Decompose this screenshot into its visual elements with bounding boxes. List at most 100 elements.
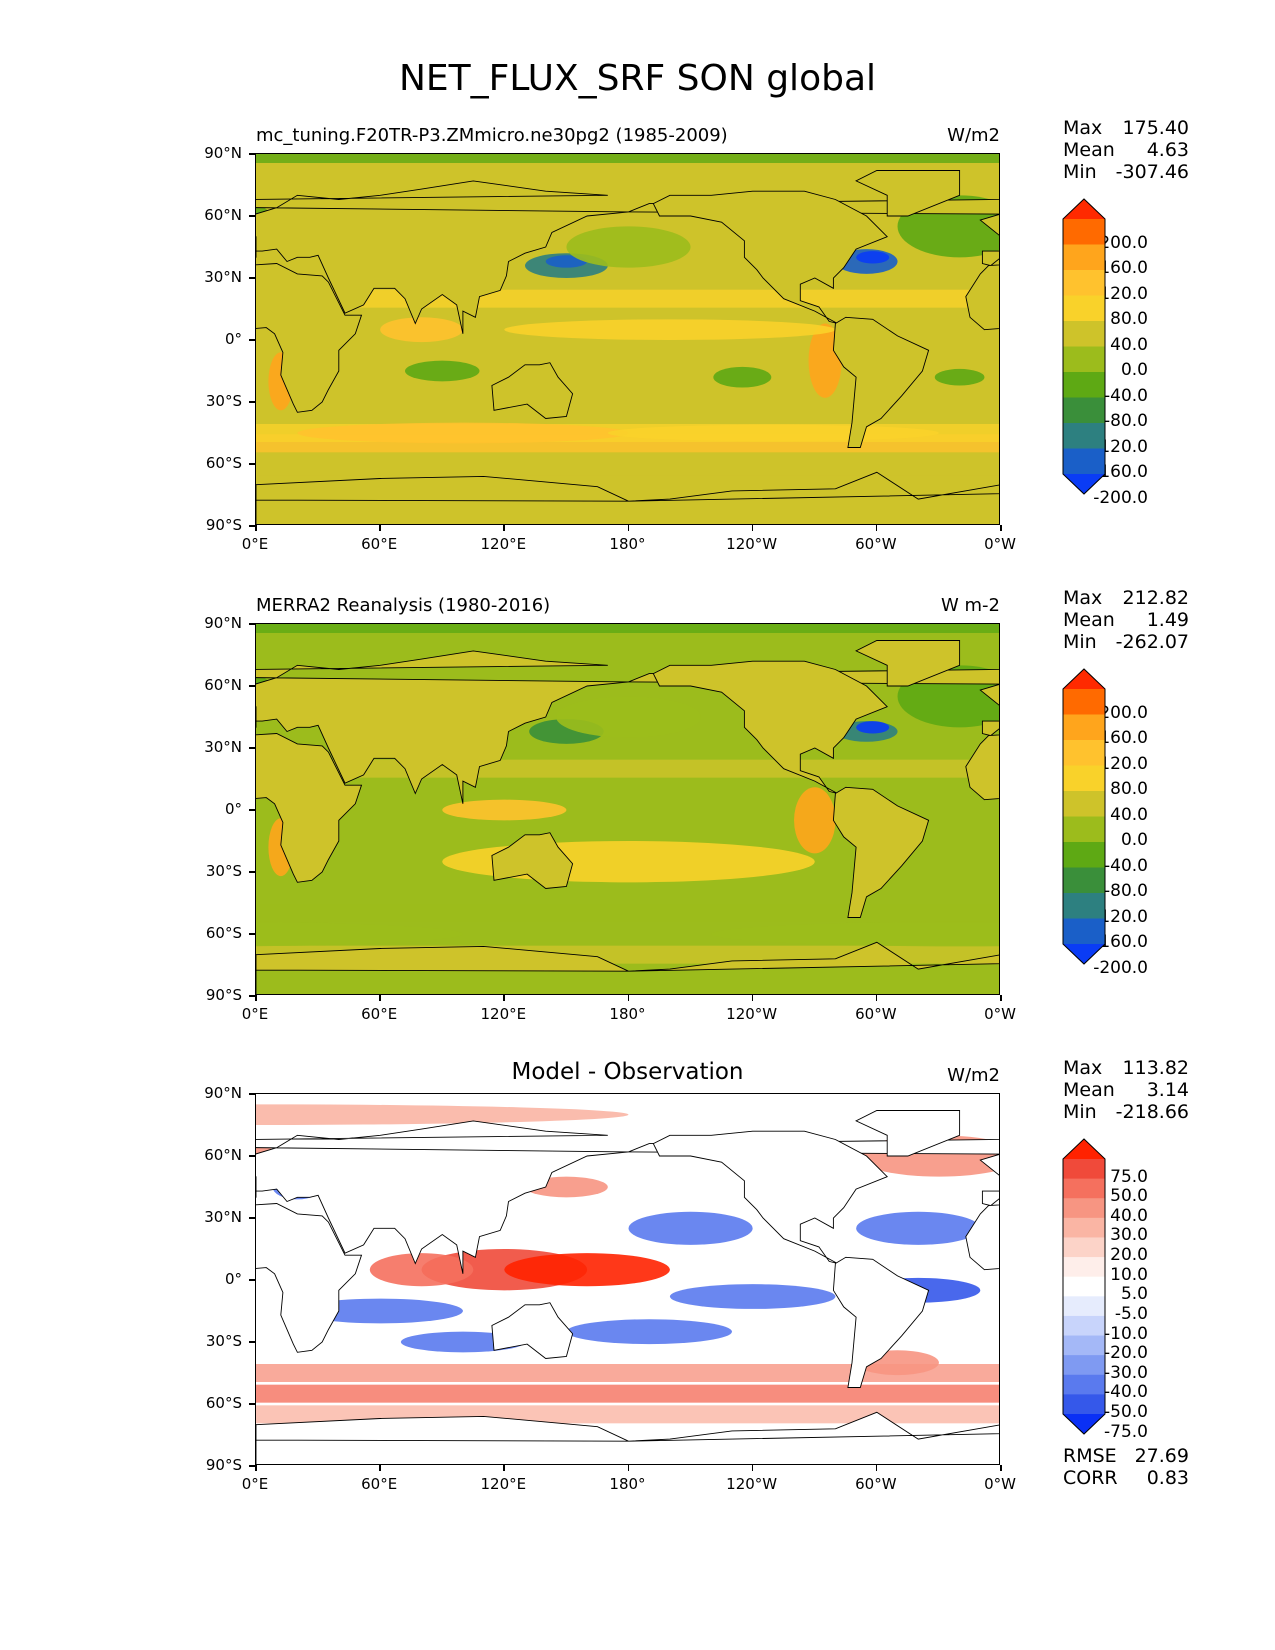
stat-value: 27.69 xyxy=(1134,1445,1189,1467)
lat-tick-label: 60°S xyxy=(205,454,242,472)
colorbar-label: 80.0 xyxy=(1110,779,1148,799)
lon-tick xyxy=(627,525,629,531)
lat-tick xyxy=(249,339,255,341)
lon-tick xyxy=(379,995,381,1001)
colorbar-label: 10.0 xyxy=(1110,1264,1148,1285)
lat-tick-label: 90°S xyxy=(205,1456,242,1474)
panel-units: W/m2 xyxy=(947,125,1000,146)
stat-row: RMSE 27.69 xyxy=(1063,1445,1189,1467)
coastline xyxy=(256,1120,629,1274)
stat-label: Mean xyxy=(1063,609,1115,631)
stat-label: Min xyxy=(1063,631,1097,653)
stat-row: Mean 1.49 xyxy=(1063,609,1189,631)
lat-tick-label: 30°S xyxy=(205,1332,242,1350)
lon-tick-label: 60°E xyxy=(361,1475,398,1493)
lat-tick-label: 60°S xyxy=(205,1394,242,1412)
lat-tick xyxy=(249,1217,255,1219)
coastline xyxy=(832,316,930,448)
colorbar-segment xyxy=(1063,867,1105,894)
colorbar-label: 160.0 xyxy=(1099,728,1148,748)
panel-units: W m-2 xyxy=(940,595,1000,616)
colorbar-label: -200.0 xyxy=(1093,957,1148,978)
colorbar-segment xyxy=(1063,244,1105,271)
colorbar-segment xyxy=(1063,448,1105,475)
lon-tick-label: 180° xyxy=(609,1475,646,1493)
colorbar-label: -120.0 xyxy=(1093,436,1148,457)
map-field-obs xyxy=(256,624,999,994)
colorbar-label: -80.0 xyxy=(1104,881,1148,901)
colorbar-outline xyxy=(1062,668,1106,965)
colorbar-extend-bottom xyxy=(1063,944,1105,964)
colorbar-segment xyxy=(1063,1355,1105,1376)
colorbar-diff xyxy=(1062,1138,1106,1435)
lat-tick-label: 0° xyxy=(224,330,242,348)
lat-tick xyxy=(249,525,255,527)
panel-stats: Max 212.82 Mean 1.49 Min -262.07 xyxy=(1063,587,1189,653)
lat-tick-label: 90°N xyxy=(204,144,242,162)
colorbar-label: -40.0 xyxy=(1104,855,1148,876)
colorbar-label: 20.0 xyxy=(1110,1245,1148,1266)
lat-tick-label: 30°S xyxy=(205,392,242,410)
lat-tick-label: 60°N xyxy=(204,206,242,224)
lat-tick xyxy=(249,1093,255,1095)
coastline xyxy=(832,1256,930,1388)
stat-label: Max xyxy=(1063,1057,1103,1079)
coastline xyxy=(491,1302,574,1359)
lat-tick-label: 90°S xyxy=(205,516,242,534)
colorbar-extend-top xyxy=(1063,1139,1105,1159)
lon-tick-label: 60°E xyxy=(361,535,398,553)
colorbar-label: 40.0 xyxy=(1110,1205,1148,1226)
lon-tick-label: 60°W xyxy=(855,1475,897,1493)
coastline xyxy=(256,475,629,524)
stat-value: 175.40 xyxy=(1122,117,1189,139)
lon-tick-label: 180° xyxy=(609,535,646,553)
lat-tick-label: 30°N xyxy=(204,268,242,286)
lat-tick xyxy=(249,809,255,811)
stat-value: 4.63 xyxy=(1146,139,1189,161)
stat-label: Mean xyxy=(1063,1079,1115,1101)
colorbar-label: 120.0 xyxy=(1099,753,1148,774)
lon-tick xyxy=(255,525,257,531)
colorbar-label: 0.0 xyxy=(1120,360,1148,380)
coastline xyxy=(855,170,961,217)
lon-tick-label: 120°E xyxy=(480,535,527,553)
colorbar-label: -40.0 xyxy=(1104,1382,1148,1403)
lat-tick-label: 60°S xyxy=(205,924,242,942)
colorbar-outline xyxy=(1062,198,1106,495)
lon-tick-label: 60°E xyxy=(361,1005,398,1023)
stat-row: Max 113.82 xyxy=(1063,1057,1189,1079)
colorbar-label: 80.0 xyxy=(1110,309,1148,329)
figure-title: NET_FLUX_SRF SON global xyxy=(398,58,877,99)
colorbar-extend-bottom xyxy=(1063,1414,1105,1434)
lat-tick xyxy=(249,1403,255,1405)
coastline xyxy=(965,264,999,331)
colorbar-label: -160.0 xyxy=(1093,462,1148,482)
stat-row: CORR 0.83 xyxy=(1063,1467,1189,1489)
stat-row: Mean 3.14 xyxy=(1063,1079,1189,1101)
coastline xyxy=(855,1110,961,1157)
lon-tick xyxy=(379,1465,381,1471)
coastline xyxy=(256,733,363,883)
stat-row: Min -307.46 xyxy=(1063,161,1189,183)
colorbar-segment xyxy=(1063,1335,1105,1356)
stat-label: CORR xyxy=(1063,1467,1118,1489)
colorbar-label: 75.0 xyxy=(1110,1166,1148,1187)
lon-tick xyxy=(627,995,629,1001)
stat-value: -218.66 xyxy=(1115,1101,1189,1123)
stat-row: Min -218.66 xyxy=(1063,1101,1189,1123)
colorbar-segment xyxy=(1063,1178,1105,1199)
lat-tick-label: 30°N xyxy=(204,1208,242,1226)
lat-tick xyxy=(249,685,255,687)
lat-tick-label: 90°N xyxy=(204,614,242,632)
coastline xyxy=(628,1411,999,1442)
lon-tick-label: 0°E xyxy=(241,1475,269,1493)
lat-tick xyxy=(249,401,255,403)
lat-tick-label: 60°N xyxy=(204,1146,242,1164)
lon-tick xyxy=(503,525,505,531)
panel-title: mc_tuning.F20TR-P3.ZMmicro.ne30pg2 (1985… xyxy=(256,125,728,146)
colorbar-segment xyxy=(1063,1198,1105,1219)
stat-label: Min xyxy=(1063,1101,1097,1123)
colorbar-label: -120.0 xyxy=(1093,906,1148,927)
colorbar-obs xyxy=(1062,668,1106,965)
coastline xyxy=(491,362,574,419)
